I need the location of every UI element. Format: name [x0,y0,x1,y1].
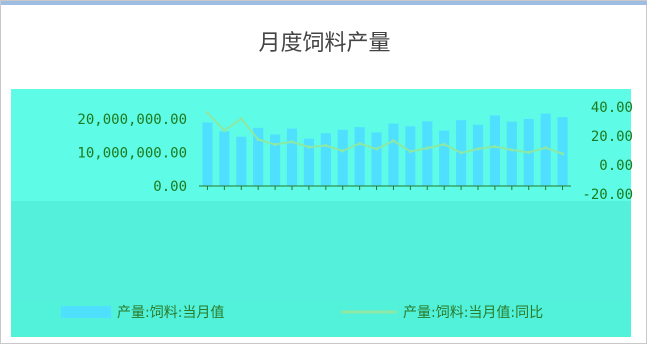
bar [202,122,213,186]
y-right-tick-label: 20.00 [591,129,633,145]
legend-bar-swatch [61,306,111,318]
bar [354,127,365,186]
line-point [273,142,277,147]
bar [236,136,247,186]
line-point [527,150,531,155]
line-point [290,140,294,144]
y-right-tick-label: 0.00 [599,158,633,174]
bar [557,117,568,186]
line-point [493,144,497,149]
legend-label-bar: 产量:饲料:当月值 [117,305,224,321]
series-line [206,112,563,155]
y-right-tick-label: 40.00 [591,100,633,116]
bar [219,131,230,186]
line-point [459,151,463,155]
line-point [560,152,565,156]
legend-label-line: 产量:饲料:当月值:同比 [403,305,543,321]
bar [337,129,348,186]
bar [388,123,399,186]
top-rule [1,1,647,5]
line-point [256,137,260,142]
bar [472,124,484,186]
legend-band [11,301,631,337]
bar [405,126,416,186]
line-point [442,142,446,146]
chart-title: 月度饲料产量 [258,31,391,56]
line-point [425,146,429,150]
y-right-tick-label: -20.00 [582,187,633,203]
line-point [205,111,210,115]
line-point [239,117,243,121]
bar [253,127,264,186]
line-point [324,143,328,148]
plot-band-lower [11,201,631,301]
bar [540,113,551,186]
line-point [358,141,362,146]
bar [439,130,450,186]
line-point [391,139,396,143]
bar [286,128,298,186]
y-left-tick-label: 10,000,000.00 [77,146,187,162]
line-point [408,149,412,154]
line-point [222,129,226,133]
line-point [510,148,514,152]
bar [371,132,382,186]
bar [270,134,281,186]
line-point [374,147,379,151]
bar [489,115,500,186]
bar [422,121,433,186]
bar [320,133,331,186]
line-point [307,145,311,149]
bar [303,138,314,186]
y-left-tick-label: 20,000,000.00 [77,112,187,128]
line-point [476,147,480,151]
line-point [341,149,345,153]
bar [506,121,517,186]
line-point [544,146,548,150]
y-left-tick-label: 0.00 [153,179,187,195]
